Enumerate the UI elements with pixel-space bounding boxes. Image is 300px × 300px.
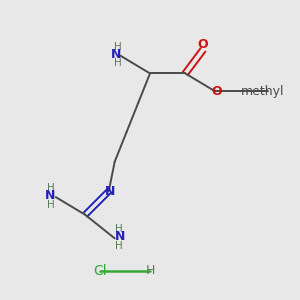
Text: O: O [198, 38, 208, 50]
Text: H: H [115, 224, 123, 235]
Text: N: N [111, 48, 121, 61]
Text: methyl: methyl [241, 85, 284, 98]
Text: H: H [47, 200, 55, 210]
Text: N: N [105, 185, 116, 198]
Text: H: H [114, 42, 122, 52]
Text: H: H [115, 241, 123, 251]
Text: H: H [145, 264, 155, 277]
Text: H: H [47, 183, 55, 193]
Text: N: N [45, 189, 56, 202]
Text: H: H [114, 58, 122, 68]
Text: Cl: Cl [93, 264, 107, 278]
Text: O: O [212, 85, 222, 98]
Text: N: N [115, 230, 125, 243]
